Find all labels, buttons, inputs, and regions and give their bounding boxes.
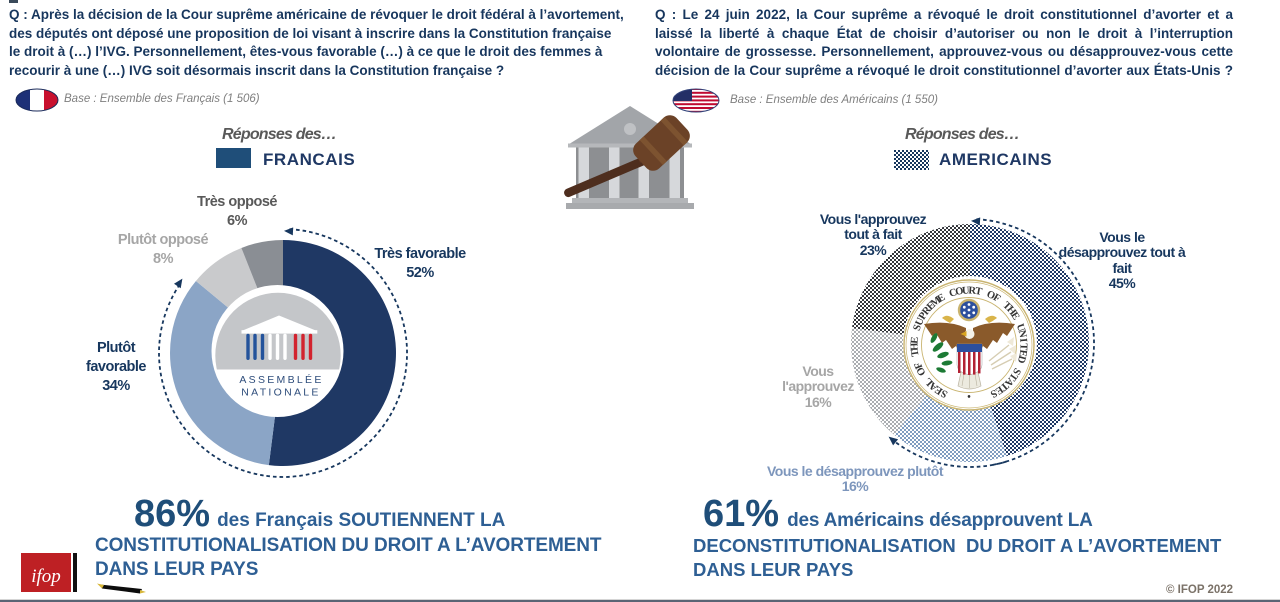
svg-text:I: I bbox=[1017, 338, 1028, 343]
svg-text:E: E bbox=[1008, 310, 1021, 322]
svg-text:T: T bbox=[910, 349, 922, 358]
svg-text:S: S bbox=[988, 387, 998, 400]
svg-text:T: T bbox=[1017, 343, 1028, 350]
svg-text:U: U bbox=[962, 285, 971, 296]
svg-text:E: E bbox=[993, 383, 1005, 396]
svg-text:E: E bbox=[909, 336, 921, 344]
svg-text:H: H bbox=[909, 342, 920, 351]
svg-text:T: T bbox=[974, 286, 983, 298]
svg-text:O: O bbox=[954, 286, 964, 298]
svg-text:ASSEMBLÉE: ASSEMBLÉE bbox=[239, 373, 323, 386]
svg-text:D: D bbox=[1015, 354, 1028, 365]
svg-text:O: O bbox=[985, 289, 997, 302]
svg-text:C: C bbox=[948, 287, 958, 300]
svg-text:R: R bbox=[968, 285, 977, 296]
svg-text:•: • bbox=[967, 392, 971, 403]
svg-text:U: U bbox=[1014, 322, 1027, 333]
svg-text:E: E bbox=[936, 292, 948, 305]
svg-text:S: S bbox=[912, 323, 924, 332]
svg-text:ifop: ifop bbox=[31, 566, 61, 587]
svg-text:N: N bbox=[1016, 329, 1028, 339]
svg-text:E: E bbox=[933, 383, 945, 396]
svg-text:E: E bbox=[1016, 349, 1028, 358]
svg-text:F: F bbox=[913, 360, 926, 370]
svg-text:S: S bbox=[939, 387, 949, 400]
svg-text:U: U bbox=[914, 316, 927, 328]
svg-text:F: F bbox=[991, 292, 1002, 305]
svg-text:S: S bbox=[1010, 366, 1023, 377]
svg-text:P: P bbox=[917, 310, 930, 322]
svg-text:NATIONALE: NATIONALE bbox=[241, 387, 320, 399]
